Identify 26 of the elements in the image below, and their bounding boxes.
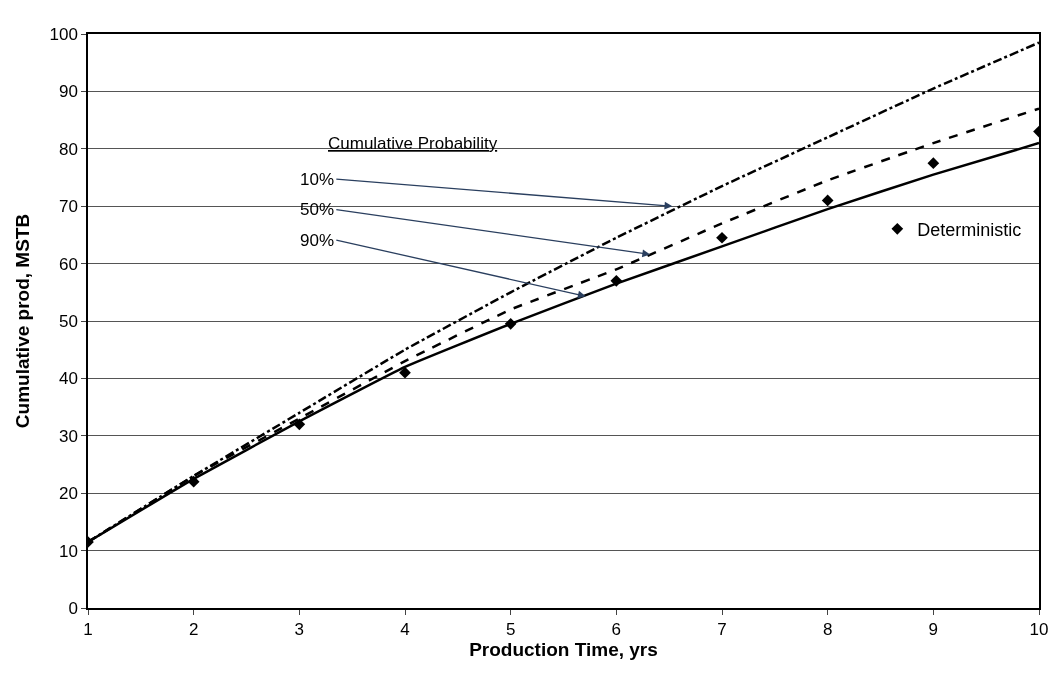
y-axis-title: Cumulative prod, MSTB [11, 213, 33, 429]
y-tick-label: 70 [58, 197, 78, 217]
legend-label: Deterministic [917, 219, 1022, 240]
x-tick-label: 5 [505, 620, 516, 640]
x-tick-label: 2 [188, 620, 199, 640]
y-tick-label: 0 [68, 598, 78, 618]
y-tick-label: 10 [58, 541, 78, 561]
x-tick-label: 8 [822, 620, 833, 640]
y-tick-label: 40 [58, 369, 78, 389]
x-tick-label: 10 [1029, 620, 1049, 640]
y-tick-label: 90 [58, 82, 78, 102]
y-tick-label: 100 [49, 24, 78, 44]
y-tick-label: 30 [58, 426, 78, 446]
x-axis-title: Production Time, yrs [469, 639, 658, 661]
x-tick-label: 3 [294, 620, 305, 640]
y-tick-label: 20 [58, 484, 78, 504]
x-tick-label: 9 [928, 620, 939, 640]
x-tick-label: 4 [400, 620, 410, 640]
y-tick-label: 80 [58, 139, 78, 159]
y-tick-label: 60 [58, 254, 78, 274]
x-tick-label: 1 [83, 620, 93, 640]
annotation: 10% [300, 170, 335, 189]
y-tick-label: 50 [58, 311, 78, 331]
annotation: 90% [300, 231, 335, 250]
x-tick-label: 7 [717, 620, 727, 640]
x-tick-label: 6 [611, 620, 622, 640]
